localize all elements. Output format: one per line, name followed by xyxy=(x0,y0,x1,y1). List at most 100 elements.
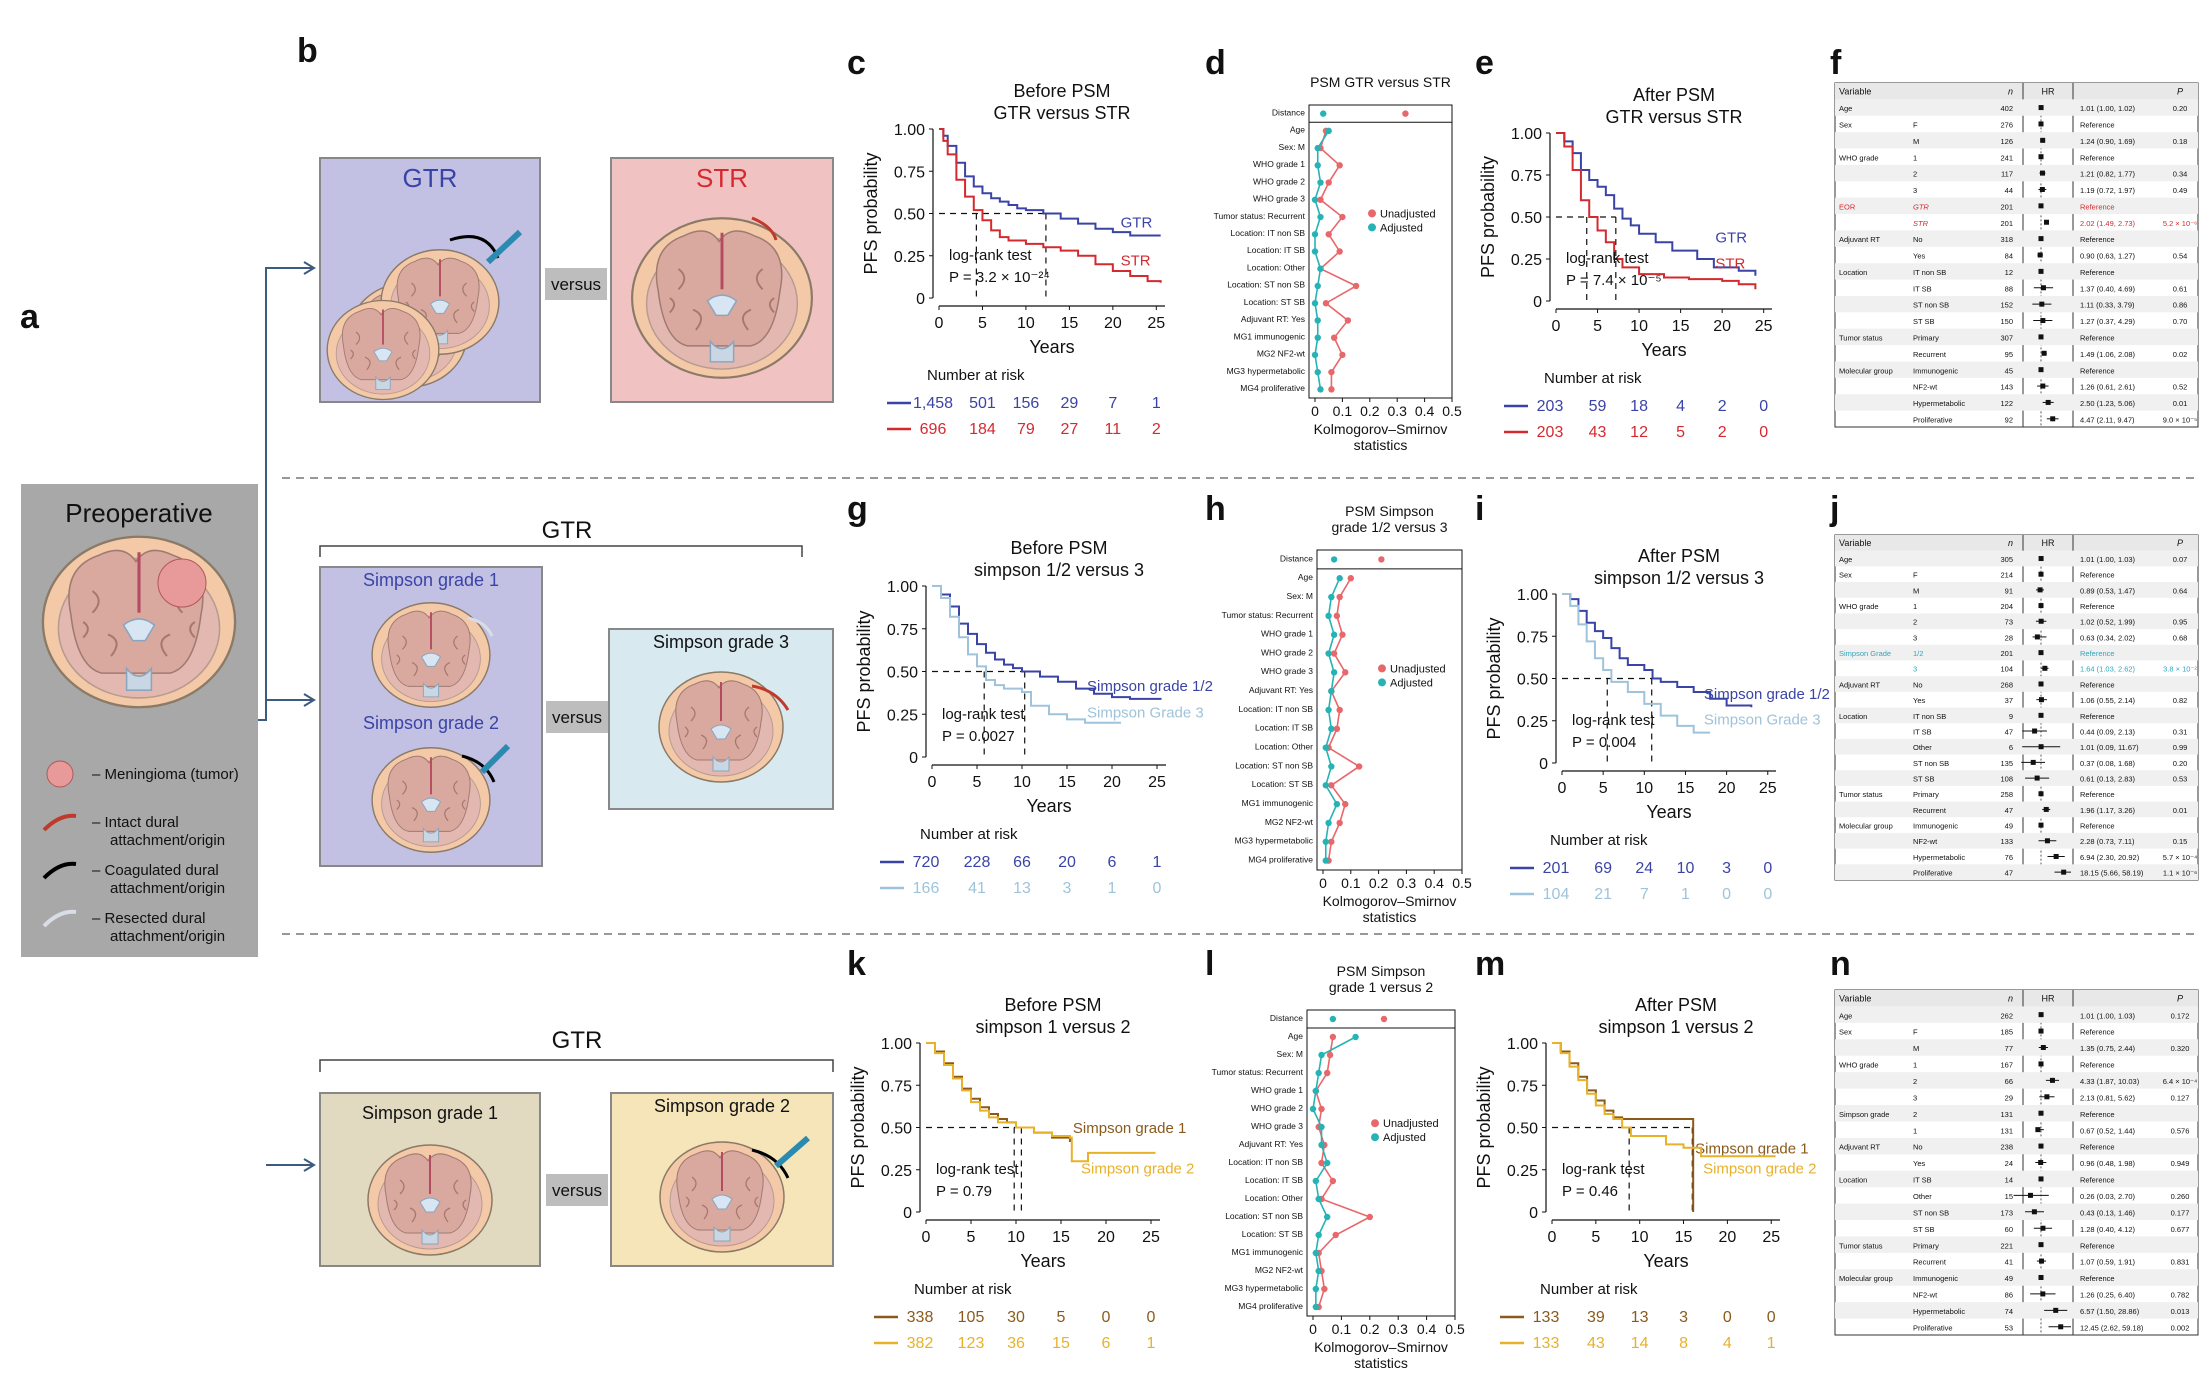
risk-value: 0 xyxy=(1102,1309,1111,1326)
x-axis-label: Kolmogorov–Smirnov xyxy=(1314,1339,1448,1355)
forest-category: ST non SB xyxy=(1913,301,1949,310)
forest-variable: Sex xyxy=(1839,1028,1852,1037)
intact-dura xyxy=(751,216,778,241)
ks-variable-label: Adjuvant RT: Yes xyxy=(1239,1139,1303,1149)
forest-point xyxy=(2045,399,2051,405)
forest-category: F xyxy=(1913,121,1918,130)
x-tick-label: 20 xyxy=(1104,315,1122,332)
forest-n: 45 xyxy=(2005,366,2013,375)
km-group-label: Simpson grade 1 xyxy=(1073,1120,1186,1137)
forest-point xyxy=(2040,1291,2046,1297)
forest-hr: 1.35 (0.75, 2.44) xyxy=(2080,1044,2136,1053)
forest-point xyxy=(2038,236,2044,242)
risk-value: 24 xyxy=(1635,860,1653,877)
km-curve-1 xyxy=(1562,593,1711,734)
forest-header-bg xyxy=(1835,535,2198,551)
forest-hr: 1.06 (0.55, 2.14) xyxy=(2080,696,2136,705)
ks-point xyxy=(1330,650,1338,657)
forest-hr: 18.15 (5.66, 58.19) xyxy=(2080,869,2144,878)
forest-n: 126 xyxy=(2000,137,2013,146)
risk-value: 10 xyxy=(1677,860,1695,877)
ks-point xyxy=(1332,1231,1339,1239)
ks-variable-label: Location: Other xyxy=(1245,1193,1303,1203)
forest-n: 29 xyxy=(2005,1093,2013,1102)
forest-n: 238 xyxy=(2000,1143,2013,1152)
ks-title: PSM GTR versus STR xyxy=(1310,74,1451,90)
ks-point xyxy=(1322,744,1329,751)
ks-point xyxy=(1333,725,1341,733)
ks-point xyxy=(1311,196,1319,203)
km-title: After PSM xyxy=(1633,85,1715,105)
forest-point xyxy=(2038,268,2044,274)
y-tick-label: 1.00 xyxy=(1511,126,1542,143)
y-axis-label: PFS probability xyxy=(1474,1066,1494,1188)
forest-point xyxy=(2040,318,2046,324)
forest-n: 24 xyxy=(2005,1159,2013,1168)
forest-n: 117 xyxy=(2001,170,2013,179)
y-tick-label: 1.00 xyxy=(1507,1036,1538,1053)
forest-point xyxy=(2034,634,2040,640)
forest-hr: 1.26 (0.61, 2.61) xyxy=(2080,383,2136,392)
km-group-label: Simpson Grade 3 xyxy=(1704,711,1821,728)
risk-value: 338 xyxy=(907,1309,934,1326)
ks-point xyxy=(1315,1069,1322,1077)
ks-variable-label: Location: Other xyxy=(1255,742,1313,752)
forest-n: 201 xyxy=(2000,649,2013,658)
ks-point xyxy=(1317,386,1324,393)
forest-p: 0.70 xyxy=(2173,317,2188,326)
forest-point xyxy=(2039,170,2045,176)
forest-category: Proliferative xyxy=(1913,415,1953,424)
risk-value: 29 xyxy=(1060,395,1078,412)
preoperative-brain xyxy=(41,535,237,709)
forest-category: 1 xyxy=(1913,1061,1917,1070)
forest-n: 9 xyxy=(2009,712,2013,721)
forest-hr: 1.11 (0.33, 3.79) xyxy=(2080,301,2135,310)
ks-series-line xyxy=(1314,1036,1372,1308)
ks-series-line xyxy=(1319,130,1358,390)
ks-variable-label: Tumor status: Recurrent xyxy=(1222,610,1314,620)
y-tick-label: 0 xyxy=(1529,1205,1538,1222)
ks-variable-label: MG1 immunogenic xyxy=(1234,331,1306,341)
risk-value: 1 xyxy=(1152,395,1161,412)
forest-p: 5.7 × 10⁻⁴ xyxy=(2163,853,2198,862)
forest-point xyxy=(2038,203,2044,209)
km-group-label: Simpson grade 2 xyxy=(1703,1160,1816,1177)
ks-variable-label: WHO grade 3 xyxy=(1261,666,1313,676)
forest-row-bg xyxy=(1835,676,2198,692)
forest-category: No xyxy=(1913,1143,1923,1152)
y-tick-label: 0 xyxy=(916,291,925,308)
forest-hr: 1.01 (1.00, 1.02) xyxy=(2080,104,2136,113)
x-tick-label: 0.3 xyxy=(1387,403,1407,419)
forest-category: ST SB xyxy=(1913,1225,1935,1234)
meningioma-tumor xyxy=(157,558,207,608)
forest-row-bg xyxy=(1835,1006,2198,1023)
forest-hr: 1.24 (0.90, 1.69) xyxy=(2080,137,2136,146)
km-curve-1 xyxy=(932,585,1121,724)
forest-point xyxy=(2038,822,2044,828)
forest-category: ST SB xyxy=(1913,317,1935,326)
ks-point xyxy=(1318,1141,1325,1149)
km-curve-1 xyxy=(1552,1042,1776,1158)
forest-point xyxy=(2040,383,2046,389)
ks-frame xyxy=(1316,549,1463,871)
ks-point xyxy=(1336,706,1343,714)
risk-title: Number at risk xyxy=(1550,832,1648,849)
gtr-bracket xyxy=(319,1059,834,1072)
km-title: Before PSM xyxy=(1010,538,1107,558)
x-tick-label: 25 xyxy=(1762,1229,1780,1246)
forest-variable: Sex xyxy=(1839,121,1852,130)
forest-hr: 1.26 (0.25, 6.40) xyxy=(2080,1291,2136,1300)
gtr-group-label: GTR xyxy=(552,1027,603,1054)
y-tick-label: 0 xyxy=(909,750,918,767)
ks-point xyxy=(1314,282,1321,290)
ks-series-line xyxy=(1314,130,1330,390)
risk-value: 59 xyxy=(1589,398,1607,415)
x-axis-label: Years xyxy=(1026,796,1071,816)
forest-n: 104 xyxy=(2000,665,2013,674)
risk-value: 41 xyxy=(968,880,986,897)
panel-letter-h: h xyxy=(1205,490,1226,528)
forest-hr: 2.13 (0.81, 5.62) xyxy=(2080,1093,2136,1102)
x-tick-label: 15 xyxy=(1058,774,1076,791)
brain-shape xyxy=(367,1144,493,1256)
